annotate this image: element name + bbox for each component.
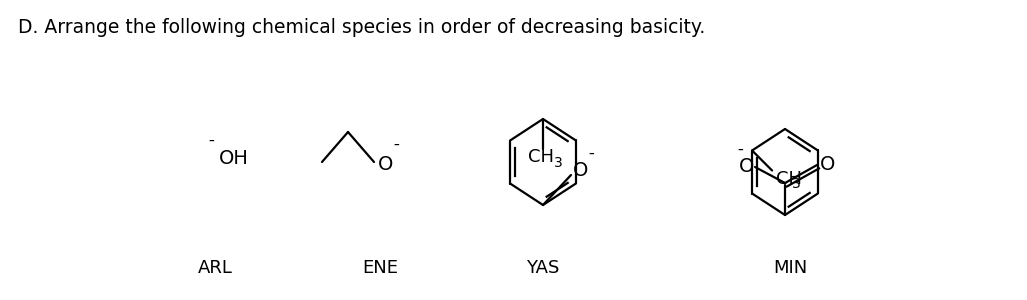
Text: D. Arrange the following chemical species in order of decreasing basicity.: D. Arrange the following chemical specie… (18, 18, 706, 37)
Text: YAS: YAS (526, 259, 560, 277)
Text: ¯: ¯ (207, 140, 215, 155)
Text: ¯: ¯ (736, 149, 744, 164)
Text: MIN: MIN (773, 259, 807, 277)
Text: ARL: ARL (197, 259, 232, 277)
Text: 3: 3 (554, 156, 563, 170)
Text: CH: CH (528, 148, 554, 166)
Text: 3: 3 (792, 178, 800, 191)
Text: OH: OH (219, 148, 249, 167)
Text: O: O (739, 158, 755, 176)
Text: ¯: ¯ (587, 153, 595, 168)
Text: O: O (378, 154, 393, 173)
Text: ENE: ENE (362, 259, 398, 277)
Text: O: O (573, 161, 588, 181)
Text: O: O (820, 155, 835, 175)
Text: CH: CH (776, 169, 802, 188)
Text: ¯: ¯ (392, 144, 400, 159)
